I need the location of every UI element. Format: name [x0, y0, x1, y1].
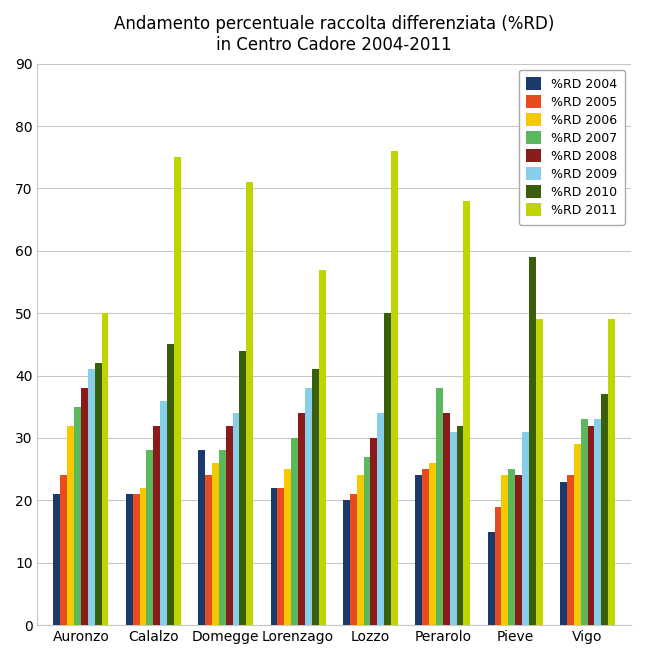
Bar	[88, 369, 95, 625]
Bar	[488, 532, 495, 625]
Title: Andamento percentuale raccolta differenziata (%RD)
in Centro Cadore 2004-2011: Andamento percentuale raccolta differenz…	[114, 15, 554, 54]
Bar	[147, 451, 153, 625]
Bar	[291, 438, 298, 625]
Bar	[132, 494, 140, 625]
Bar	[212, 463, 219, 625]
Bar	[318, 270, 326, 625]
Bar	[205, 475, 212, 625]
Bar	[219, 451, 225, 625]
Bar	[60, 475, 67, 625]
Bar	[54, 494, 60, 625]
Bar	[391, 151, 398, 625]
Bar	[357, 475, 364, 625]
Bar	[377, 413, 384, 625]
Legend: %RD 2004, %RD 2005, %RD 2006, %RD 2007, %RD 2008, %RD 2009, %RD 2010, %RD 2011: %RD 2004, %RD 2005, %RD 2006, %RD 2007, …	[519, 70, 625, 225]
Bar	[384, 313, 391, 625]
Bar	[277, 488, 284, 625]
Bar	[457, 426, 463, 625]
Bar	[529, 257, 536, 625]
Bar	[364, 457, 370, 625]
Bar	[463, 201, 470, 625]
Bar	[240, 351, 246, 625]
Bar	[81, 388, 88, 625]
Bar	[349, 494, 357, 625]
Bar	[594, 419, 601, 625]
Bar	[501, 475, 508, 625]
Bar	[198, 451, 205, 625]
Bar	[140, 488, 147, 625]
Bar	[436, 388, 443, 625]
Bar	[271, 488, 277, 625]
Bar	[450, 432, 457, 625]
Bar	[343, 500, 349, 625]
Bar	[422, 469, 429, 625]
Bar	[225, 426, 233, 625]
Bar	[443, 413, 450, 625]
Bar	[522, 432, 529, 625]
Bar	[153, 426, 160, 625]
Bar	[101, 313, 109, 625]
Bar	[160, 401, 167, 625]
Bar	[67, 426, 74, 625]
Bar	[588, 426, 594, 625]
Bar	[429, 463, 436, 625]
Bar	[95, 363, 101, 625]
Bar	[495, 507, 501, 625]
Bar	[298, 413, 305, 625]
Bar	[370, 438, 377, 625]
Bar	[508, 469, 516, 625]
Bar	[312, 369, 318, 625]
Bar	[126, 494, 132, 625]
Bar	[536, 320, 543, 625]
Bar	[74, 407, 81, 625]
Bar	[516, 475, 522, 625]
Bar	[581, 419, 588, 625]
Bar	[601, 394, 608, 625]
Bar	[167, 345, 174, 625]
Bar	[574, 444, 581, 625]
Bar	[246, 183, 253, 625]
Bar	[233, 413, 240, 625]
Bar	[174, 158, 181, 625]
Bar	[305, 388, 312, 625]
Bar	[284, 469, 291, 625]
Bar	[560, 482, 567, 625]
Bar	[608, 320, 615, 625]
Bar	[415, 475, 422, 625]
Bar	[567, 475, 574, 625]
